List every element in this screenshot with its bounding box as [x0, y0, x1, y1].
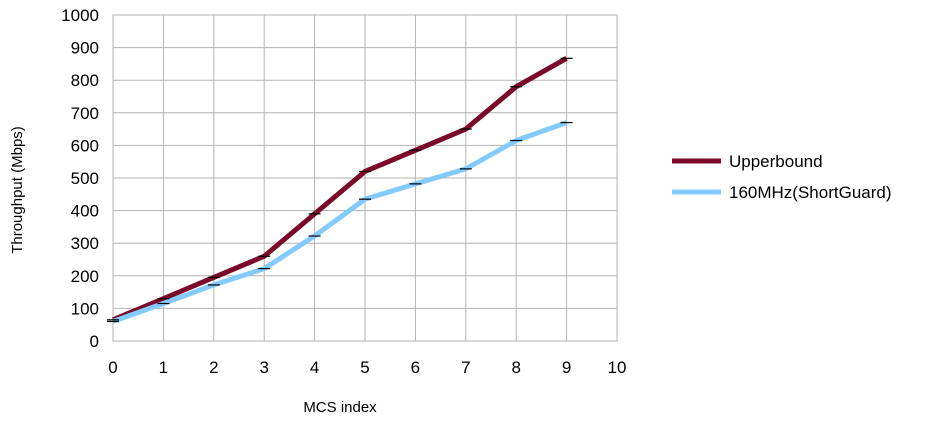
- series-markers: [107, 57, 573, 323]
- x-tick-label: 1: [159, 358, 168, 377]
- y-tick-label: 500: [71, 169, 99, 188]
- series-line-1: [112, 120, 568, 324]
- plot-area-frame: [112, 14, 618, 342]
- y-tick-label: 1000: [61, 6, 99, 25]
- series-lines: [112, 56, 568, 324]
- y-tick-label: 600: [71, 136, 99, 155]
- legend-label-0: Upperbound: [729, 152, 823, 171]
- y-tick-label: 200: [71, 267, 99, 286]
- y-tick-label: 0: [90, 332, 99, 351]
- x-axis-ticks: 0 1 2 3 4 5 6 7 8 9 10: [108, 358, 626, 377]
- x-tick-label: 9: [562, 358, 571, 377]
- legend-label-1: 160MHz(ShortGuard): [729, 183, 892, 202]
- x-tick-label: 8: [511, 358, 520, 377]
- y-axis-title: Throughput (Mbps): [9, 126, 26, 254]
- plot-frame: [112, 14, 618, 342]
- x-tick-label: 6: [411, 358, 420, 377]
- legend: Upperbound 160MHz(ShortGuard): [672, 152, 892, 202]
- y-tick-label: 300: [71, 234, 99, 253]
- series-line-0: [112, 56, 568, 323]
- y-tick-label: 800: [71, 71, 99, 90]
- x-tick-label: 5: [360, 358, 369, 377]
- x-tick-label: 3: [259, 358, 268, 377]
- x-tick-label: 10: [608, 358, 627, 377]
- y-tick-label: 900: [71, 39, 99, 58]
- x-tick-label: 7: [461, 358, 470, 377]
- x-tick-label: 4: [310, 358, 319, 377]
- y-tick-label: 700: [71, 104, 99, 123]
- x-tick-label: 0: [108, 358, 117, 377]
- y-tick-label: 400: [71, 202, 99, 221]
- y-tick-label: 100: [71, 299, 99, 318]
- x-tick-label: 2: [209, 358, 218, 377]
- x-axis-title: MCS index: [303, 399, 377, 416]
- y-axis-ticks: 0 100 200 300 400 500 600 700 800 900 1000: [61, 6, 99, 351]
